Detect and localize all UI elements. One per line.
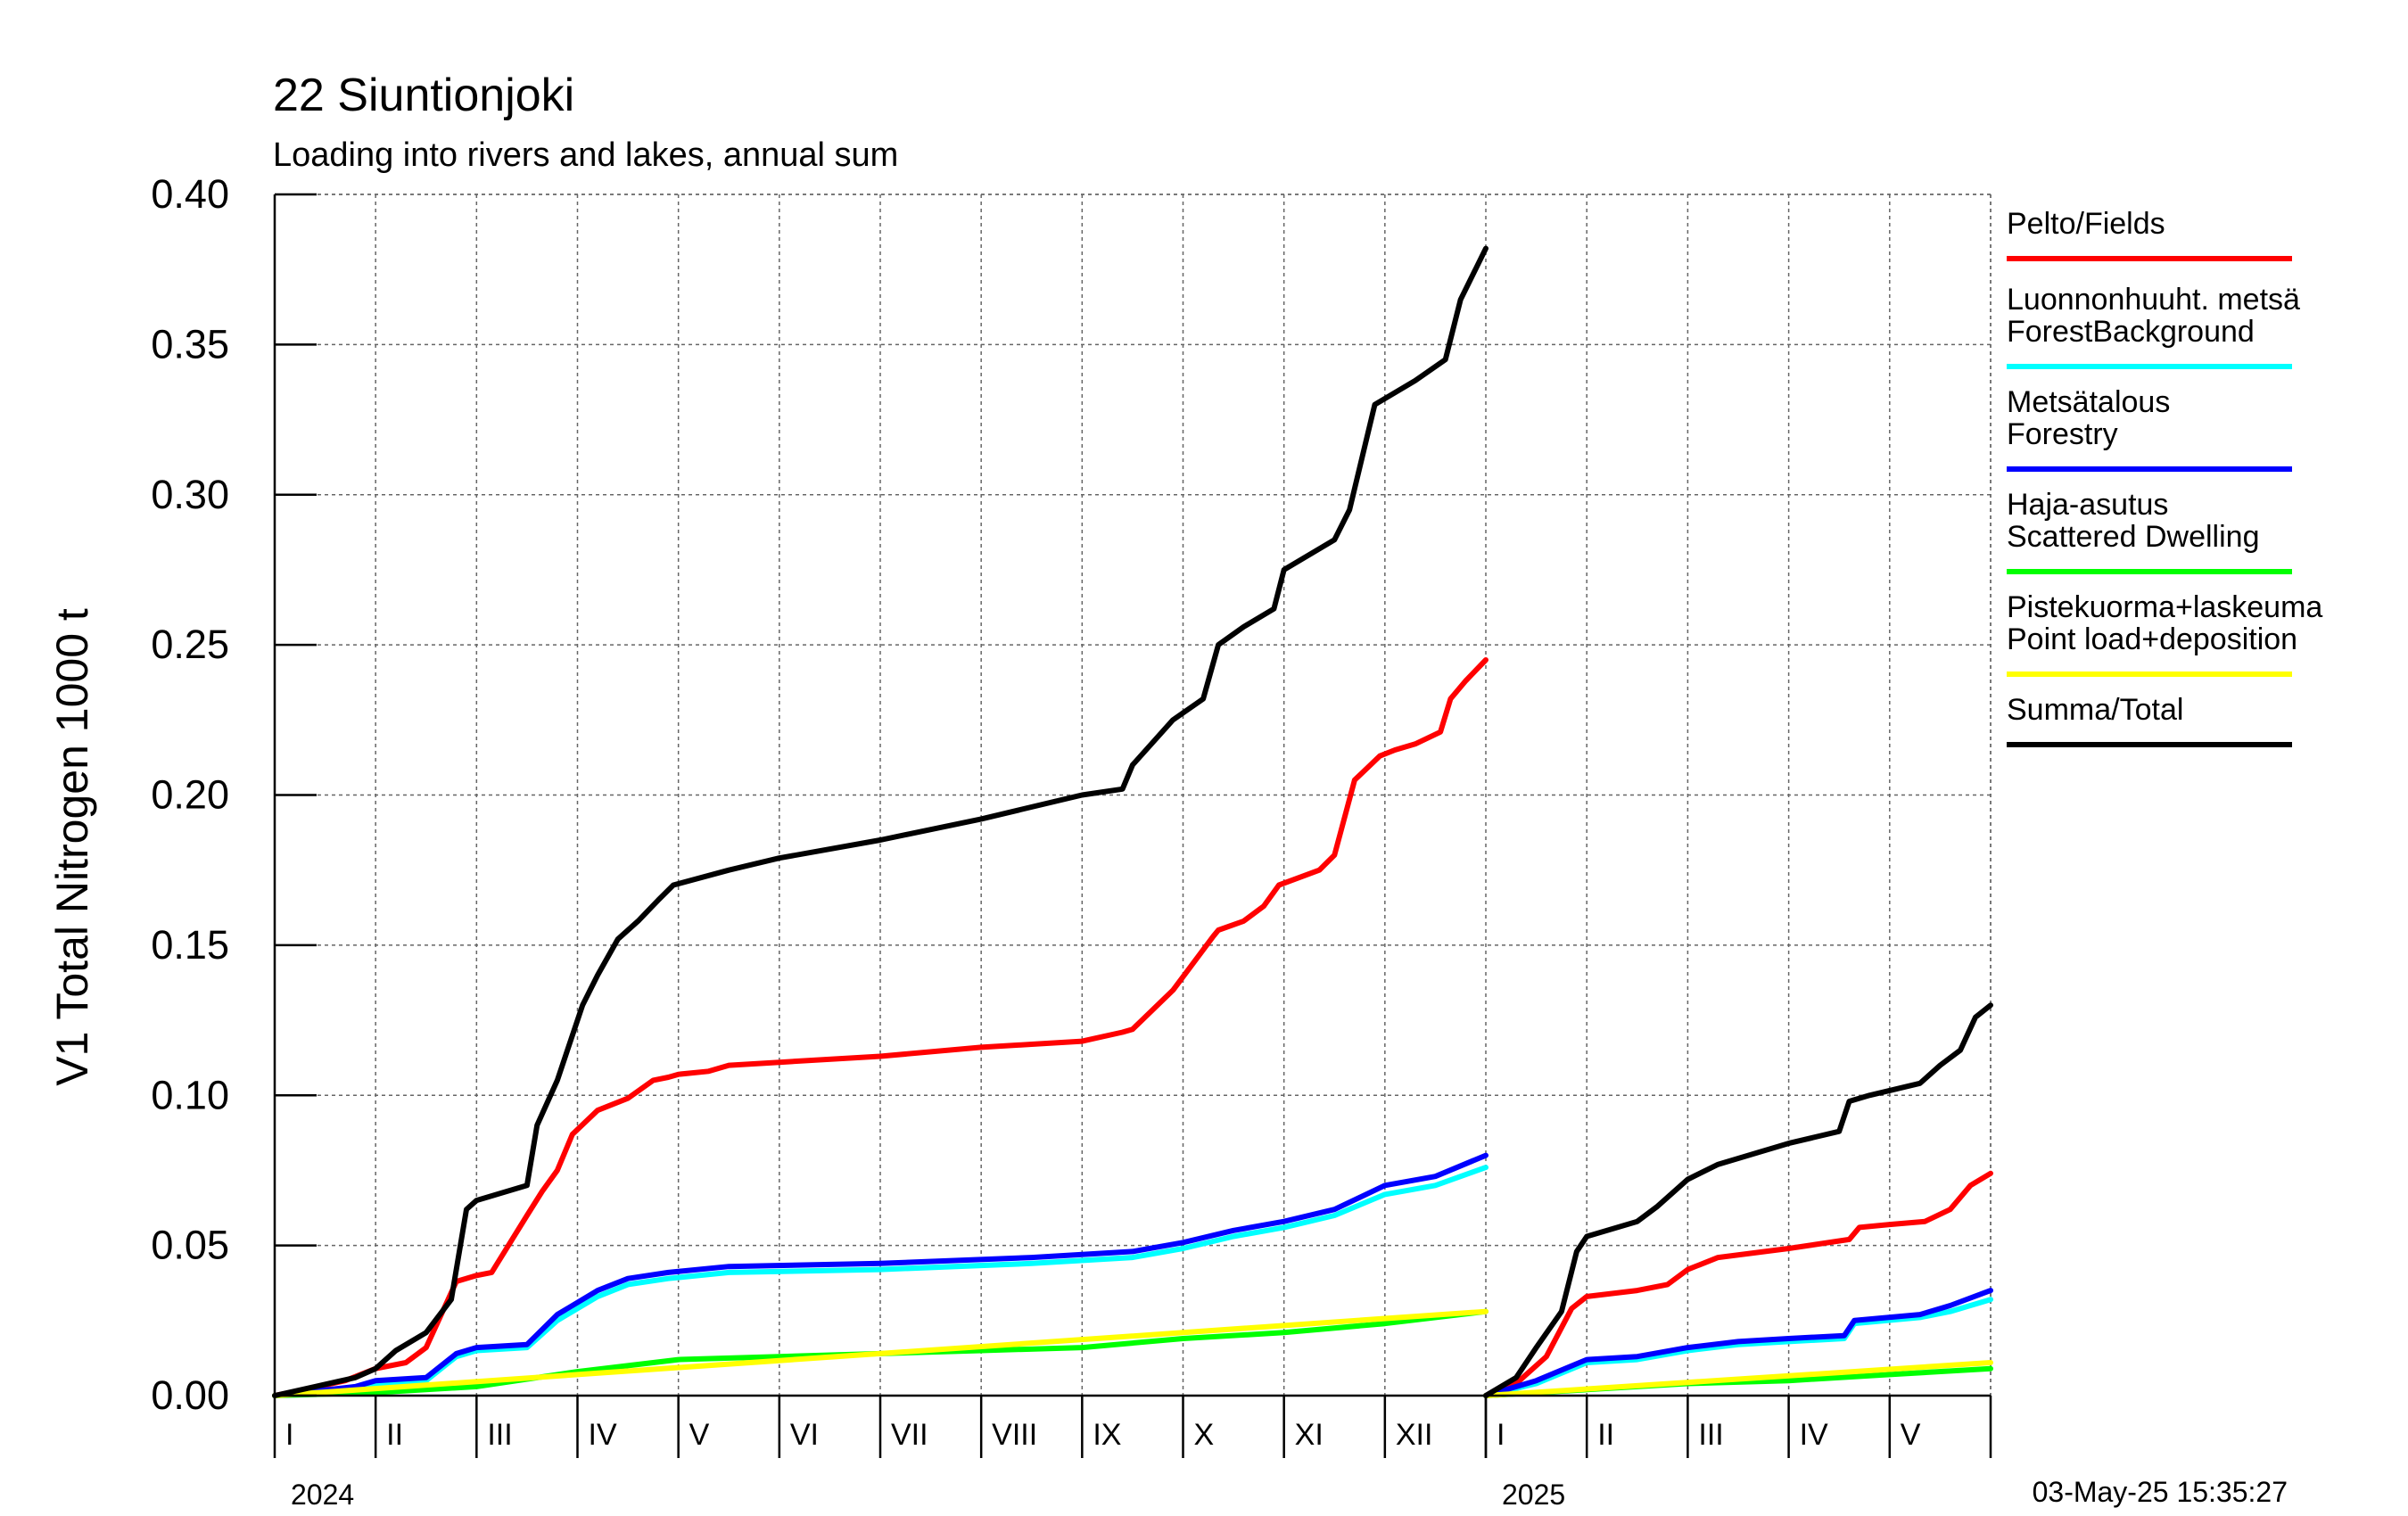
series-lines xyxy=(272,245,1993,1398)
legend-label: Scattered Dwelling xyxy=(2007,520,2259,554)
year-label: 2024 xyxy=(291,1479,354,1511)
legend-label: Point load+deposition xyxy=(2007,622,2297,656)
month-label: III xyxy=(1698,1418,1723,1452)
y-tick-label: 0.35 xyxy=(151,321,229,367)
month-label: IV xyxy=(1800,1418,1828,1452)
y-tick-label: 0.05 xyxy=(151,1223,229,1268)
series-line-point-load-2025 xyxy=(1483,1360,1993,1398)
y-axis-label: V1 Total Nitrogen 1000 t xyxy=(47,608,97,1086)
series-line-forestry-2024 xyxy=(272,1152,1489,1398)
y-tick-label: 0.10 xyxy=(151,1072,229,1117)
month-label: III xyxy=(487,1418,512,1452)
month-label: VI xyxy=(790,1418,819,1452)
month-label: II xyxy=(1597,1418,1614,1452)
y-tick-label: 0.25 xyxy=(151,622,229,667)
month-label: V xyxy=(1901,1418,1921,1452)
series-line-forest-background-2025 xyxy=(1483,1297,1993,1398)
y-tick-label: 0.20 xyxy=(151,772,229,818)
series-line-forestry-2025 xyxy=(1483,1288,1993,1398)
legend-label: ForestBackground xyxy=(2007,315,2255,349)
year-label: 2025 xyxy=(1502,1479,1565,1511)
month-label: VII xyxy=(891,1418,928,1452)
month-label: IV xyxy=(589,1418,617,1452)
month-label: XII xyxy=(1396,1418,1433,1452)
legend-label: Pistekuorma+laskeuma xyxy=(2007,590,2322,624)
legend-label: Metsätalous xyxy=(2007,385,2170,419)
month-label: I xyxy=(1497,1418,1505,1452)
y-tick-label: 0.30 xyxy=(151,472,229,517)
month-label: XI xyxy=(1295,1418,1324,1452)
y-tick-label: 0.00 xyxy=(151,1372,229,1418)
month-label: V xyxy=(689,1418,710,1452)
legend-label: Forestry xyxy=(2007,417,2118,451)
month-label: IX xyxy=(1093,1418,1121,1452)
series-line-total-2024 xyxy=(272,245,1489,1398)
series-line-fields-2025 xyxy=(1483,1170,1993,1398)
month-label: II xyxy=(386,1418,403,1452)
axes: 0.000.050.100.150.200.250.300.350.40I II I… xyxy=(151,171,1992,1511)
month-label: X xyxy=(1194,1418,1215,1452)
series-line-fields-2024 xyxy=(272,657,1489,1398)
legend-label: Haja-asutus xyxy=(2007,488,2168,522)
chart-subtitle: Loading into rivers and lakes, annual su… xyxy=(273,136,898,174)
y-tick-label: 0.40 xyxy=(151,171,229,217)
legend-label: Summa/Total xyxy=(2007,693,2183,727)
chart-title: 22 Siuntionjoki xyxy=(273,70,574,121)
grid-lines xyxy=(275,194,1992,1396)
legend-label: Pelto/Fields xyxy=(2007,207,2165,241)
legend: Pelto/Fields Luonnonhuuht. metsäForestBac… xyxy=(2007,207,2322,747)
y-tick-label: 0.15 xyxy=(151,922,229,968)
timestamp: 03-May-25 15:35:27 xyxy=(2033,1476,2288,1508)
legend-label: Luonnonhuuht. metsä xyxy=(2007,283,2300,317)
month-label: I xyxy=(285,1418,293,1452)
series-line-total-2025 xyxy=(1483,1002,1993,1398)
month-label: VIII xyxy=(992,1418,1037,1452)
series-line-point-load-2024 xyxy=(272,1308,1489,1398)
